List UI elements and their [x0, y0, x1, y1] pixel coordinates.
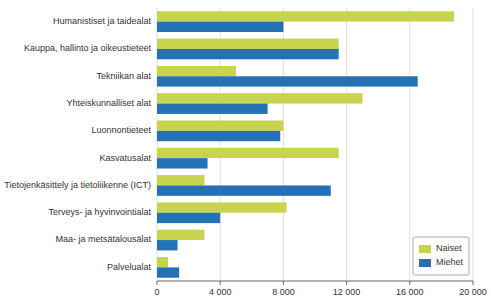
category-label: Palvelualat	[107, 262, 152, 272]
category-label: Maa- ja metsätalousälat	[55, 234, 151, 244]
bar	[157, 120, 283, 130]
grid-line	[346, 8, 347, 281]
bar	[157, 257, 168, 267]
tick-mark	[409, 281, 410, 285]
bar	[157, 240, 178, 250]
bar	[157, 22, 283, 32]
category-label: Terveys- ja hyvinvointialat	[48, 207, 151, 217]
bar	[157, 131, 280, 141]
category-label: Tekniikan alat	[96, 71, 151, 81]
bar	[157, 148, 339, 158]
grid-line	[409, 8, 410, 281]
bar	[157, 175, 204, 185]
bar	[157, 185, 331, 195]
x-ticks: 0 4 000 8 000 12 000 16 000 20 000	[154, 281, 486, 297]
legend: Naiset Miehet	[413, 237, 469, 275]
legend-swatch	[419, 259, 431, 267]
category-label: Kauppa, hallinto ja oikeustieteet	[24, 43, 152, 53]
bar	[157, 11, 454, 21]
legend-box	[413, 237, 469, 275]
category-labels: Humanistiset ja taidealat Kauppa, hallint…	[4, 16, 151, 272]
bar	[157, 213, 220, 223]
tick-mark	[473, 281, 474, 285]
tick-label: 4 000	[209, 287, 232, 297]
category-label: Humanistiset ja taidealat	[53, 16, 152, 26]
bars	[157, 11, 454, 277]
bar	[157, 49, 339, 59]
tick-label: 0	[154, 287, 159, 297]
tick-label: 8 000	[272, 287, 295, 297]
chart: Humanistiset ja taidealat Kauppa, hallint…	[0, 0, 491, 303]
tick-mark	[283, 281, 284, 285]
bar	[157, 267, 179, 277]
bar	[157, 76, 418, 86]
tick-mark	[220, 281, 221, 285]
bar	[157, 202, 287, 212]
legend-swatch	[419, 245, 431, 253]
category-label: Yhteiskunnalliset alat	[66, 98, 151, 108]
legend-label: Naiset	[436, 243, 462, 253]
category-label: Tietojenkäsittely ja tietoliikenne (ICT)	[4, 180, 151, 190]
x-axis-line	[157, 281, 473, 282]
tick-label: 20 000	[459, 287, 487, 297]
grid	[157, 8, 473, 281]
bar	[157, 158, 208, 168]
bar	[157, 230, 204, 240]
bar	[157, 66, 236, 76]
bar	[157, 39, 339, 49]
category-label: Luonnontieteet	[91, 125, 151, 135]
bar	[157, 104, 268, 114]
bar	[157, 93, 362, 103]
tick-mark	[157, 281, 158, 285]
legend-label: Miehet	[436, 257, 464, 267]
grid-line	[473, 8, 474, 281]
tick-label: 16 000	[396, 287, 424, 297]
tick-mark	[346, 281, 347, 285]
tick-label: 12 000	[333, 287, 361, 297]
category-label: Kasvatusalat	[99, 153, 151, 163]
